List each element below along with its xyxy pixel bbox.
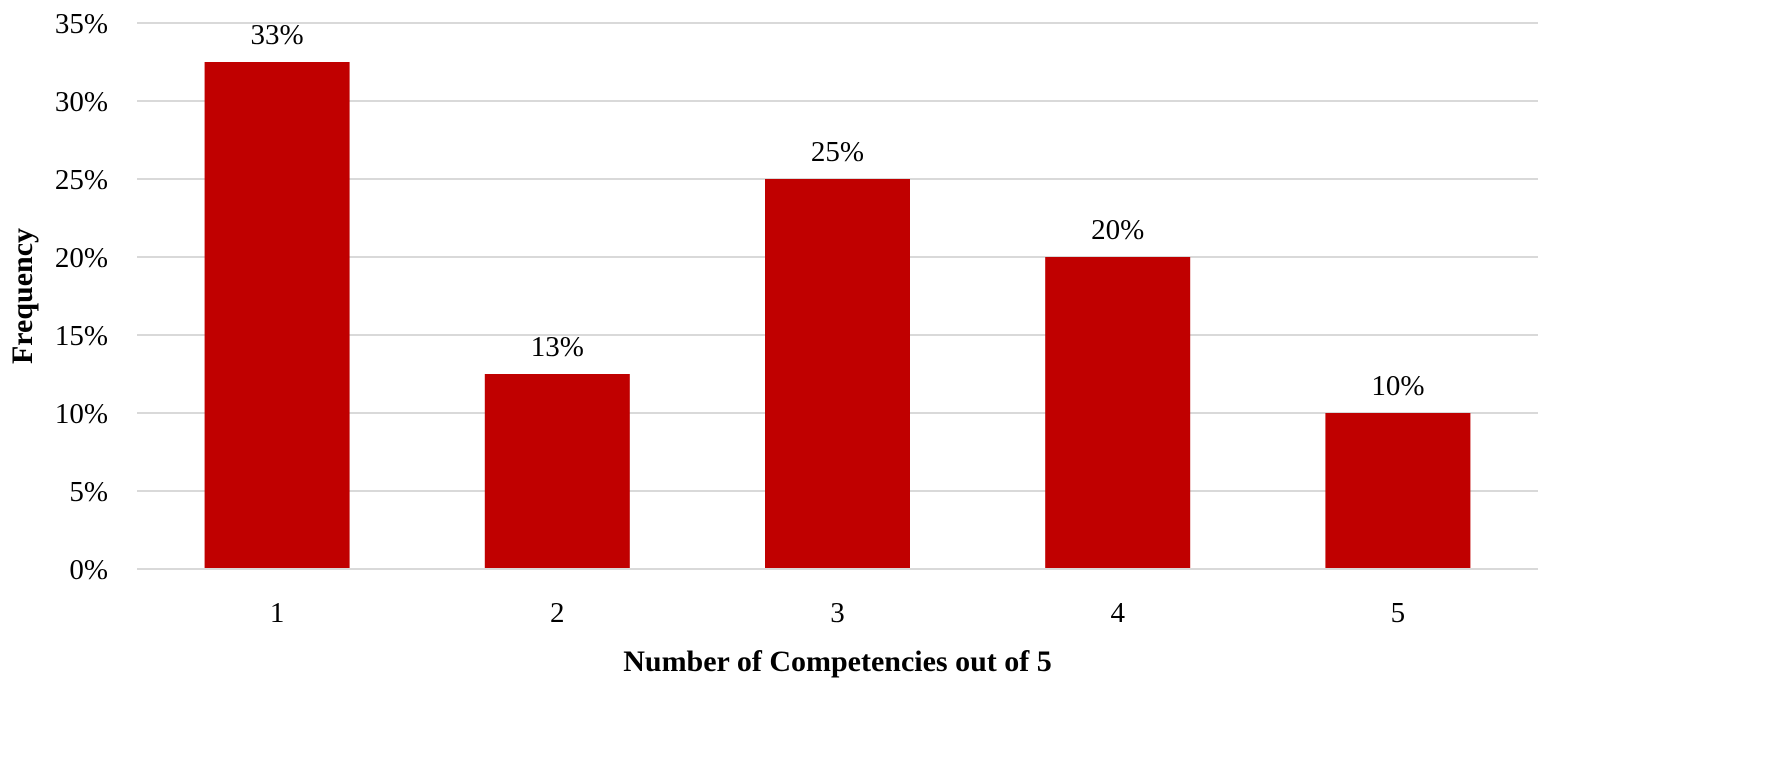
bar-5 [1325, 413, 1471, 569]
y-tick-label: 35% [55, 8, 108, 40]
bar-3 [765, 179, 910, 569]
x-tick-label-5: 5 [1391, 597, 1406, 629]
y-tick-label: 15% [55, 320, 108, 352]
bar-1 [204, 62, 350, 569]
x-tick-label-2: 2 [550, 597, 565, 629]
data-label-2: 13% [531, 331, 584, 363]
y-tick-label: 20% [55, 242, 108, 274]
y-tick-label: 30% [55, 86, 108, 118]
y-tick-label: 5% [69, 476, 108, 508]
x-tick-label-3: 3 [830, 597, 845, 629]
data-label-3: 25% [811, 136, 864, 168]
bar-2 [484, 374, 630, 569]
data-labels: 33% 13% 25% 20% 10% [251, 19, 1425, 402]
y-tick-label: 10% [55, 398, 108, 430]
bars [204, 62, 1471, 569]
x-axis-tick-labels: 1 2 3 4 5 [270, 597, 1405, 629]
x-tick-label-4: 4 [1110, 597, 1125, 629]
data-label-4: 20% [1091, 214, 1144, 246]
x-axis-title: Number of Competencies out of 5 [623, 645, 1052, 678]
x-tick-label-1: 1 [270, 597, 285, 629]
y-tick-label: 0% [69, 554, 108, 586]
bar-4 [1045, 257, 1191, 569]
y-tick-label: 25% [55, 164, 108, 196]
data-label-1: 33% [251, 19, 304, 51]
y-axis-tick-labels: 0% 5% 10% 15% 20% 25% 30% 35% [55, 8, 108, 586]
data-label-5: 10% [1371, 370, 1424, 402]
y-axis-title: Frequency [6, 228, 39, 364]
